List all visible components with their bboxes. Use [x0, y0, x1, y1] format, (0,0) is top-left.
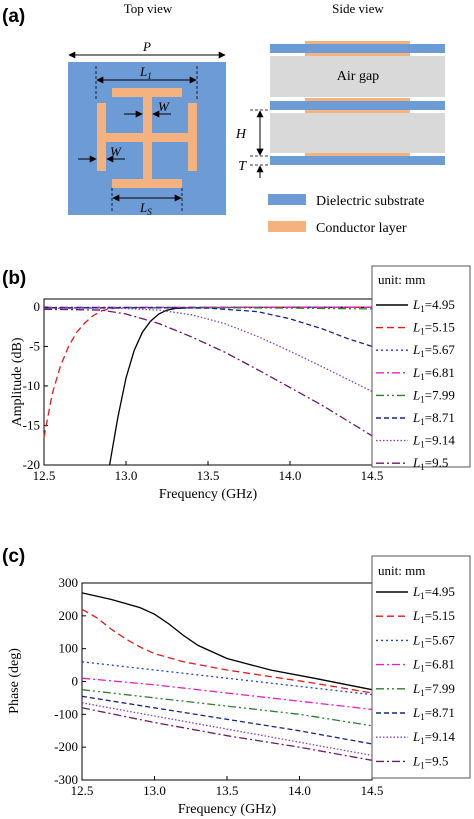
legend-label-5: L1=7.99: [412, 681, 455, 698]
series-line-5: [81, 689, 373, 727]
panel-b-amplitude-chart: (b) 12.5 13.0 13.5 14.0 14.5 0 -5 -10 -15 -20 Fre…: [2, 265, 471, 502]
plot-c-series: [81, 592, 373, 761]
series-line-6: [81, 695, 373, 745]
legend-label-6: L1=8.71: [412, 410, 455, 427]
legend-c-entries: L1=4.95 L1=5.15 L1=5.67 L1=6.81 L1=7.99 L1=8.…: [376, 584, 455, 770]
legend-b-box: [371, 265, 471, 468]
y-tick-label: 0: [34, 299, 41, 314]
series-line-3: [81, 661, 373, 696]
plot-c-xlabel: Frequency (GHz): [178, 802, 277, 817]
legend-label-8: L1=9.5: [412, 753, 448, 770]
legend-label-substrate: Dielectric substrate: [316, 194, 424, 209]
legend-c-box: [371, 555, 471, 779]
panel-a-label: (a): [2, 6, 25, 27]
y-tick-label: 0: [72, 674, 79, 689]
y-tick-label: -20: [23, 457, 40, 472]
legend-c-title: unit: mm: [378, 563, 425, 578]
legend-b-title: unit: mm: [378, 272, 425, 287]
series-line-1: [81, 592, 373, 691]
legend-swatch-substrate: [268, 194, 306, 205]
y-tick-label: -15: [23, 417, 40, 432]
series-line-8: [43, 308, 373, 437]
plot-c-ylabel: Phase (deg): [7, 648, 22, 714]
x-tick-label: 14.0: [279, 468, 302, 483]
plot-c-ticks: 12.5 13.0 13.5 14.0 14.5 300 200 100 0 -100 -200 -3…: [54, 575, 383, 798]
legend-label-7: L1=9.14: [412, 433, 455, 450]
legend-label-4: L1=6.81: [412, 365, 455, 382]
x-tick-label: 12.5: [71, 783, 94, 798]
y-tick-label: 100: [59, 641, 79, 656]
dim-t-label: T: [238, 159, 247, 174]
conductor-pattern: [97, 88, 197, 188]
x-tick-label: 13.5: [216, 783, 239, 798]
legend-label-conductor: Conductor layer: [316, 221, 407, 236]
dim-ls-label: LS: [139, 200, 152, 217]
legend-label-3: L1=5.67: [412, 342, 455, 359]
dim-p-label: P: [142, 39, 151, 54]
plot-b-series: [43, 306, 373, 466]
side-view-title: Side view: [332, 1, 384, 16]
series-line-7: [81, 702, 373, 757]
panel-c-phase-chart: (c) 12.5 13.0 13.5 14.0 14.5 300 200 100 0 -100 -2…: [2, 546, 471, 817]
plot-b-ylabel: Amplitude (dB): [10, 337, 25, 426]
series-line-4: [81, 677, 373, 711]
legend-label-2: L1=5.15: [412, 608, 455, 625]
legend-label-1: L1=4.95: [412, 297, 455, 314]
y-tick-label: -200: [54, 739, 78, 754]
legend-label-3: L1=5.67: [412, 632, 455, 649]
y-tick-label: -300: [54, 772, 78, 787]
dim-h-label: H: [235, 127, 247, 142]
y-tick-label: -5: [29, 338, 40, 353]
legend-b-entries: L1=4.95 L1=5.15 L1=5.67 L1=6.81 L1=7.99 L1=8.…: [376, 297, 455, 472]
series-line-2: [43, 306, 372, 438]
dim-w-label-top: W: [158, 99, 170, 114]
x-tick-label: 12.5: [33, 468, 56, 483]
top-view-title: Top view: [124, 1, 173, 16]
legend-label-8: L1=9.5: [412, 455, 448, 472]
series-line-8: [81, 707, 373, 761]
plot-b-frame: [43, 298, 373, 466]
series-line-2: [81, 608, 373, 694]
legend-label-5: L1=7.99: [412, 387, 455, 404]
legend-label-1: L1=4.95: [412, 584, 455, 601]
x-tick-label: 13.0: [115, 468, 138, 483]
y-tick-label: -10: [23, 378, 40, 393]
series-line-7: [43, 307, 373, 393]
x-tick-label: 13.0: [143, 783, 166, 798]
y-tick-label: -100: [54, 706, 78, 721]
panel-c-label: (c): [2, 546, 25, 567]
legend-label-4: L1=6.81: [412, 657, 455, 674]
dim-w-label-left: W: [110, 144, 122, 159]
legend-label-7: L1=9.14: [412, 729, 455, 746]
legend-swatch-conductor: [268, 221, 306, 232]
x-tick-label: 13.5: [197, 468, 220, 483]
y-tick-label: 200: [59, 608, 79, 623]
panel-a-diagram: (a) Top view Side view P L1 W W: [2, 1, 445, 236]
plot-b-ticks: 12.5 13.0 13.5 14.0 14.5 0 -5 -10 -15 -20: [23, 299, 384, 483]
x-tick-label: 14.5: [361, 468, 384, 483]
series-line-1: [108, 306, 372, 466]
dim-l1-label: L1: [139, 64, 152, 81]
side-view-stack: [270, 41, 445, 165]
panel-b-label: (b): [2, 268, 26, 289]
x-tick-label: 14.5: [361, 783, 384, 798]
air-gap-label: Air gap: [337, 69, 379, 84]
series-line-6: [44, 307, 373, 348]
plot-b-xlabel: Frequency (GHz): [159, 487, 258, 502]
x-tick-label: 14.0: [288, 783, 311, 798]
y-tick-label: 300: [59, 575, 79, 590]
legend-label-2: L1=5.15: [412, 320, 455, 337]
legend-label-6: L1=8.71: [412, 705, 455, 722]
